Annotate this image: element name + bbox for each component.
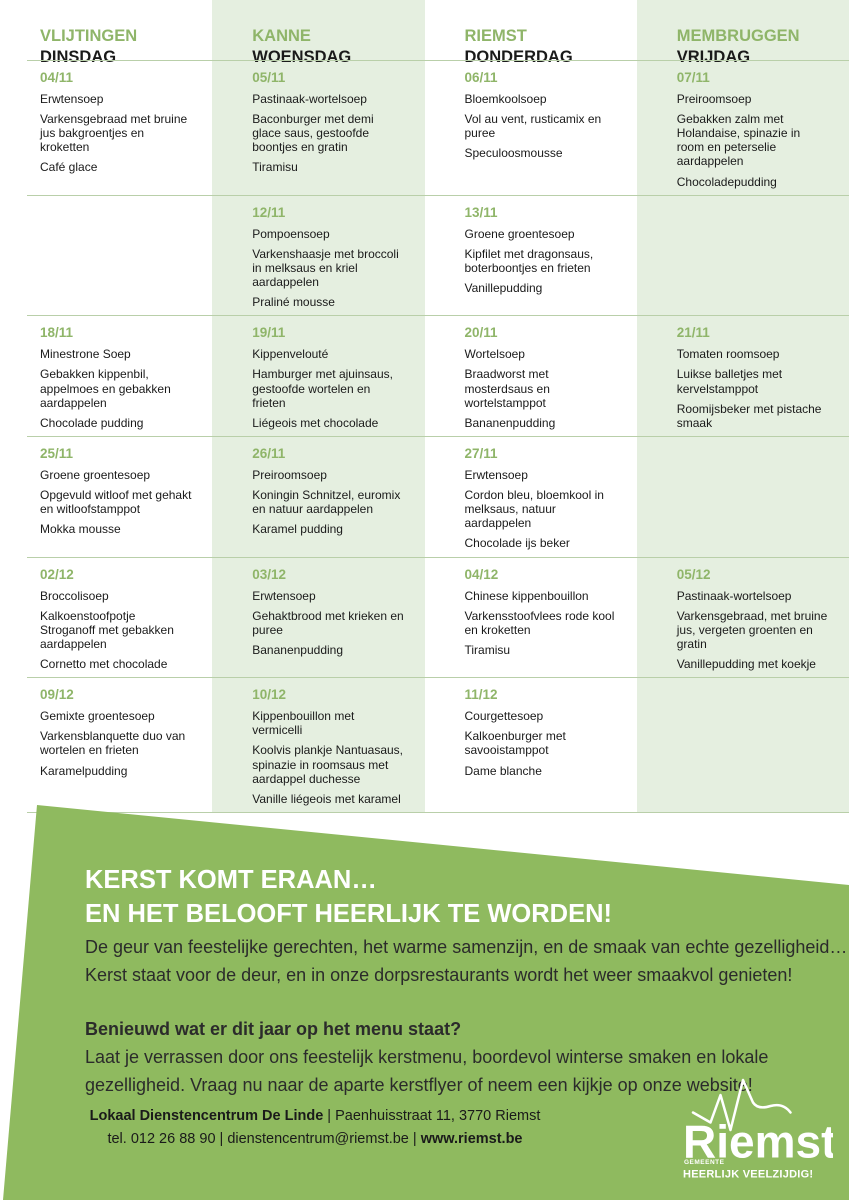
svg-text:GEMEENTE: GEMEENTE xyxy=(684,1159,725,1166)
svg-text:HEERLIJK VEELZIJDIG!: HEERLIJK VEELZIJDIG! xyxy=(683,1169,813,1181)
